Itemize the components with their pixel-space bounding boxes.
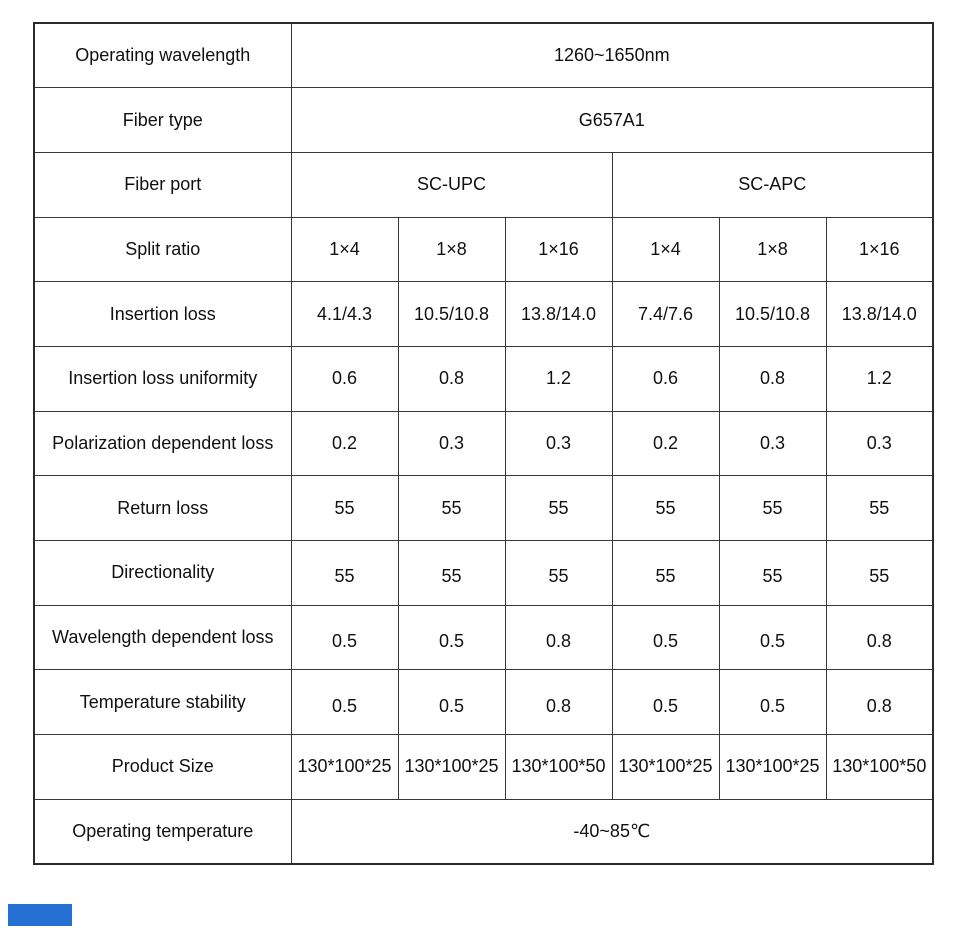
row-label: Directionality	[33, 540, 292, 606]
cell-value: 55	[290, 475, 399, 541]
table-row-temperature-stability: Temperature stability 0.5 0.5 0.8 0.5 0.…	[33, 669, 934, 736]
cell-value: 4.1/4.3	[290, 281, 399, 347]
table-row-directionality: Directionality 55 55 55 55 55 55	[33, 540, 934, 606]
row-label: Operating wavelength	[33, 22, 292, 89]
cell-value: 55	[718, 540, 827, 606]
cell-value: 0.5	[718, 604, 827, 671]
row-label: Polarization dependent loss	[33, 410, 292, 477]
cell-value: 55	[718, 475, 827, 541]
cell-value: 10.5/10.8	[397, 281, 506, 347]
cell-value: 1×16	[504, 216, 613, 283]
cell-value: 0.5	[397, 604, 506, 671]
table-row-fiber-port: Fiber port SC-UPC SC-APC	[33, 151, 934, 218]
cell-value: 0.3	[504, 410, 613, 477]
table-row-insertion-loss: Insertion loss 4.1/4.3 10.5/10.8 13.8/14…	[33, 281, 934, 347]
cell-value: 130*100*50	[504, 734, 613, 800]
cell-value: 1×8	[718, 216, 827, 283]
cell-value: 1×4	[290, 216, 399, 283]
cell-value: 55	[397, 540, 506, 606]
cell-value: 0.8	[397, 345, 506, 412]
cell-value: 0.6	[290, 345, 399, 412]
table-row-return-loss: Return loss 55 55 55 55 55 55	[33, 475, 934, 541]
cell-value: 1260~1650nm	[290, 22, 934, 89]
cell-value: 55	[611, 475, 720, 541]
table-row-split-ratio: Split ratio 1×4 1×8 1×16 1×4 1×8 1×16	[33, 216, 934, 283]
cell-value: 130*100*25	[290, 734, 399, 800]
cell-value: 0.8	[825, 604, 934, 671]
row-label: Operating temperature	[33, 798, 292, 865]
cell-value: 1×4	[611, 216, 720, 283]
cell-value: 0.5	[290, 669, 399, 736]
row-label: Return loss	[33, 475, 292, 541]
cell-value: 7.4/7.6	[611, 281, 720, 347]
cell-value: 0.3	[397, 410, 506, 477]
table-row-fiber-type: Fiber type G657A1	[33, 87, 934, 153]
cell-value: 1×8	[397, 216, 506, 283]
cell-value: 1.2	[504, 345, 613, 412]
cell-value: -40~85℃	[290, 798, 934, 865]
cell-value: G657A1	[290, 87, 934, 153]
row-label: Fiber type	[33, 87, 292, 153]
row-label: Insertion loss	[33, 281, 292, 347]
cell-value: 130*100*50	[825, 734, 934, 800]
cell-value: 55	[504, 540, 613, 606]
cell-value: 13.8/14.0	[825, 281, 934, 347]
cell-value: 0.5	[397, 669, 506, 736]
cell-value: 55	[504, 475, 613, 541]
blue-image-fragment	[8, 904, 72, 926]
cell-value: 10.5/10.8	[718, 281, 827, 347]
cell-value: SC-UPC	[290, 151, 613, 218]
row-label: Temperature stability	[33, 669, 292, 736]
cell-value: 55	[825, 475, 934, 541]
cell-value: 0.5	[290, 604, 399, 671]
row-label: Split ratio	[33, 216, 292, 283]
cell-value: 55	[397, 475, 506, 541]
cell-value: 0.2	[290, 410, 399, 477]
cell-value: 55	[825, 540, 934, 606]
cell-value: 130*100*25	[718, 734, 827, 800]
table-row-operating-wavelength: Operating wavelength 1260~1650nm	[33, 22, 934, 89]
cell-value: 130*100*25	[397, 734, 506, 800]
table-row-wavelength-dependent-loss: Wavelength dependent loss 0.5 0.5 0.8 0.…	[33, 604, 934, 671]
cell-value: 130*100*25	[611, 734, 720, 800]
row-label: Fiber port	[33, 151, 292, 218]
cell-value: 13.8/14.0	[504, 281, 613, 347]
cell-value: SC-APC	[611, 151, 934, 218]
cell-value: 0.8	[825, 669, 934, 736]
cell-value: 0.8	[504, 604, 613, 671]
row-label: Wavelength dependent loss	[33, 604, 292, 671]
cell-value: 0.3	[718, 410, 827, 477]
cell-value: 55	[611, 540, 720, 606]
row-label: Product Size	[33, 734, 292, 800]
spec-table: Operating wavelength 1260~1650nm Fiber t…	[33, 22, 935, 865]
cell-value: 0.5	[611, 669, 720, 736]
cell-value: 1.2	[825, 345, 934, 412]
cell-value: 0.8	[504, 669, 613, 736]
table-row-polarization-dependent-loss: Polarization dependent loss 0.2 0.3 0.3 …	[33, 410, 934, 477]
table-row-product-size: Product Size 130*100*25 130*100*25 130*1…	[33, 734, 934, 800]
cell-value: 1×16	[825, 216, 934, 283]
table-row-operating-temperature: Operating temperature -40~85℃	[33, 798, 934, 865]
cell-value: 0.5	[611, 604, 720, 671]
row-label: Insertion loss uniformity	[33, 345, 292, 412]
cell-value: 0.3	[825, 410, 934, 477]
cell-value: 0.6	[611, 345, 720, 412]
cell-value: 0.8	[718, 345, 827, 412]
cell-value: 0.5	[718, 669, 827, 736]
table-row-insertion-loss-uniformity: Insertion loss uniformity 0.6 0.8 1.2 0.…	[33, 345, 934, 412]
cell-value: 0.2	[611, 410, 720, 477]
cell-value: 55	[290, 540, 399, 606]
